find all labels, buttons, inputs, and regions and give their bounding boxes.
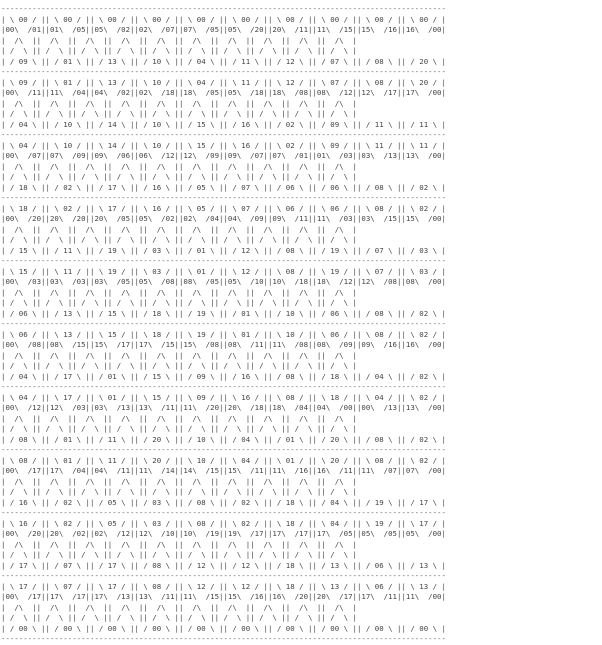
row-separator: ----------------------------------------… bbox=[1, 445, 446, 454]
tile-row-2-side-values: |00\ /07||07\ /09||09\ /06||06\ /12||12\… bbox=[1, 151, 446, 160]
tile-row-1-bottom-values: | / 04 \ || / 10 \ || / 14 \ || / 10 \ |… bbox=[1, 119, 446, 129]
tile-row-5-top-values: | \ 06 / || \ 13 / || \ 15 / || \ 18 / |… bbox=[1, 329, 446, 339]
tile-row-9-crossing: | /\ || /\ || /\ || /\ || /\ || /\ || /\… bbox=[1, 602, 357, 612]
tile-row-8-bottom-values: | / 17 \ || / 07 \ || / 17 \ || / 08 \ |… bbox=[1, 560, 446, 570]
tile-row-7-top-values: | \ 08 / || \ 01 / || \ 11 / || \ 20 / |… bbox=[1, 455, 446, 465]
tile-row-0-bottom-values: | / 09 \ || / 01 \ || / 13 \ || / 10 \ |… bbox=[1, 56, 446, 66]
tile-row-5-side-values: |00\ /08||08\ /15||15\ /17||17\ /15||15\… bbox=[1, 340, 446, 349]
tile-row-5-crossing: | /\ || /\ || /\ || /\ || /\ || /\ || /\… bbox=[1, 350, 357, 360]
row-separator: ----------------------------------------… bbox=[1, 319, 446, 328]
row-separator: ----------------------------------------… bbox=[1, 130, 446, 139]
row-separator: ----------------------------------------… bbox=[1, 571, 446, 580]
tile-row-1-lower-diagonals: | / \ || / \ || / \ || / \ || / \ || / \… bbox=[1, 109, 357, 118]
tile-row-1-side-values: |00\ /11||11\ /04||04\ /02||02\ /18||18\… bbox=[1, 88, 446, 97]
tile-row-4-top-values: | \ 15 / || \ 11 / || \ 19 / || \ 03 / |… bbox=[1, 266, 446, 276]
tile-row-5-bottom-values: | / 04 \ || / 17 \ || / 01 \ || / 15 \ |… bbox=[1, 371, 446, 381]
tile-row-3-side-values: |00\ /20||20\ /20||20\ /05||05\ /02||02\… bbox=[1, 214, 446, 223]
tile-row-1-top-values: | \ 09 / || \ 01 / || \ 13 / || \ 10 / |… bbox=[1, 77, 446, 87]
tile-row-5-lower-diagonals: | / \ || / \ || / \ || / \ || / \ || / \… bbox=[1, 361, 357, 370]
row-separator: ----------------------------------------… bbox=[1, 634, 446, 643]
tile-row-3-top-values: | \ 18 / || \ 02 / || \ 17 / || \ 16 / |… bbox=[1, 203, 446, 213]
tile-row-1-crossing: | /\ || /\ || /\ || /\ || /\ || /\ || /\… bbox=[1, 98, 357, 108]
tile-row-8-lower-diagonals: | / \ || / \ || / \ || / \ || / \ || / \… bbox=[1, 550, 357, 559]
tile-row-8-side-values: |00\ /20||20\ /02||02\ /12||12\ /10||10\… bbox=[1, 529, 446, 538]
tile-row-0-crossing: | /\ || /\ || /\ || /\ || /\ || /\ || /\… bbox=[1, 35, 357, 45]
tile-row-2-top-values: | \ 04 / || \ 10 / || \ 14 / || \ 10 / |… bbox=[1, 140, 446, 150]
tile-row-2-bottom-values: | / 18 \ || / 02 \ || / 17 \ || / 16 \ |… bbox=[1, 182, 446, 192]
tile-row-7-side-values: |00\ /17||17\ /04||04\ /11||11\ /14||14\… bbox=[1, 466, 446, 475]
tile-row-9-side-values: |00\ /17||17\ /17||17\ /13||13\ /11||11\… bbox=[1, 592, 446, 601]
tile-row-6-side-values: |00\ /12||12\ /03||03\ /13||13\ /11||11\… bbox=[1, 403, 446, 412]
tile-row-9-lower-diagonals: | / \ || / \ || / \ || / \ || / \ || / \… bbox=[1, 613, 357, 622]
tile-row-7-bottom-values: | / 16 \ || / 02 \ || / 05 \ || / 03 \ |… bbox=[1, 497, 446, 507]
tile-row-3-bottom-values: | / 15 \ || / 11 \ || / 19 \ || / 03 \ |… bbox=[1, 245, 446, 255]
tile-row-2-lower-diagonals: | / \ || / \ || / \ || / \ || / \ || / \… bbox=[1, 172, 357, 181]
tile-row-6-lower-diagonals: | / \ || / \ || / \ || / \ || / \ || / \… bbox=[1, 424, 357, 433]
tile-row-7-lower-diagonals: | / \ || / \ || / \ || / \ || / \ || / \… bbox=[1, 487, 357, 496]
tile-row-4-side-values: |00\ /03||03\ /03||03\ /05||05\ /08||08\… bbox=[1, 277, 446, 286]
tile-row-4-bottom-values: | / 06 \ || / 13 \ || / 15 \ || / 18 \ |… bbox=[1, 308, 446, 318]
row-separator: ----------------------------------------… bbox=[1, 508, 446, 517]
row-separator: ----------------------------------------… bbox=[1, 4, 446, 13]
tile-row-4-lower-diagonals: | / \ || / \ || / \ || / \ || / \ || / \… bbox=[1, 298, 357, 307]
tile-row-3-crossing: | /\ || /\ || /\ || /\ || /\ || /\ || /\… bbox=[1, 224, 357, 234]
tile-row-4-crossing: | /\ || /\ || /\ || /\ || /\ || /\ || /\… bbox=[1, 287, 357, 297]
tile-row-6-bottom-values: | / 08 \ || / 01 \ || / 11 \ || / 20 \ |… bbox=[1, 434, 446, 444]
tile-row-9-top-values: | \ 17 / || \ 07 / || \ 17 / || \ 08 / |… bbox=[1, 581, 446, 591]
tile-row-8-top-values: | \ 16 / || \ 02 / || \ 05 / || \ 03 / |… bbox=[1, 518, 446, 528]
tile-row-3-lower-diagonals: | / \ || / \ || / \ || / \ || / \ || / \… bbox=[1, 235, 357, 244]
tile-row-0-lower-diagonals: | / \ || / \ || / \ || / \ || / \ || / \… bbox=[1, 46, 357, 55]
tile-row-0-top-values: | \ 00 / || \ 00 / || \ 00 / || \ 00 / |… bbox=[1, 14, 446, 24]
tile-row-6-top-values: | \ 04 / || \ 17 / || \ 01 / || \ 15 / |… bbox=[1, 392, 446, 402]
tile-row-7-crossing: | /\ || /\ || /\ || /\ || /\ || /\ || /\… bbox=[1, 476, 357, 486]
row-separator: ----------------------------------------… bbox=[1, 256, 446, 265]
tile-row-0-side-values: |00\ /01||01\ /05||05\ /02||02\ /07||07\… bbox=[1, 25, 446, 34]
tile-row-9-bottom-values: | / 00 \ || / 00 \ || / 00 \ || / 00 \ |… bbox=[1, 623, 446, 633]
tile-row-6-crossing: | /\ || /\ || /\ || /\ || /\ || /\ || /\… bbox=[1, 413, 357, 423]
row-separator: ----------------------------------------… bbox=[1, 193, 446, 202]
row-separator: ----------------------------------------… bbox=[1, 67, 446, 76]
tile-row-8-crossing: | /\ || /\ || /\ || /\ || /\ || /\ || /\… bbox=[1, 539, 357, 549]
tile-row-2-crossing: | /\ || /\ || /\ || /\ || /\ || /\ || /\… bbox=[1, 161, 357, 171]
row-separator: ----------------------------------------… bbox=[1, 382, 446, 391]
